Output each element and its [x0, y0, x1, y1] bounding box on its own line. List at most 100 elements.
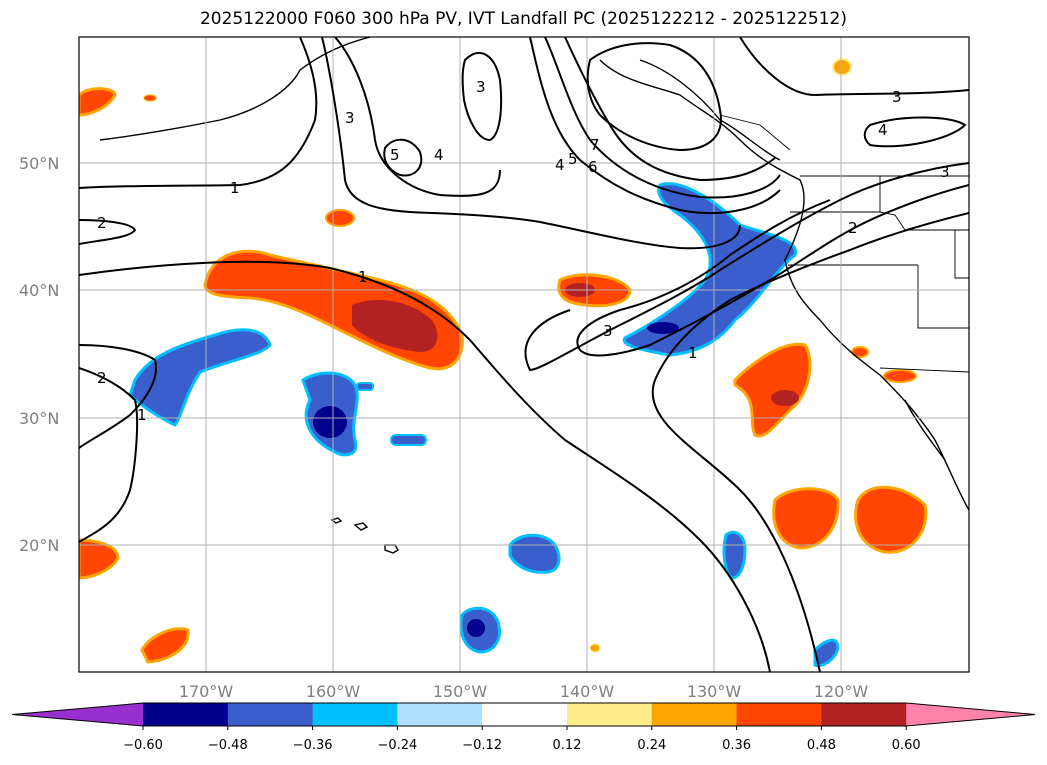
contour-label: 3	[892, 88, 902, 106]
coastlines	[99, 37, 969, 554]
pos-blob-small3	[883, 369, 917, 383]
colorbar-segment	[482, 703, 568, 726]
contour-3-east	[524, 162, 969, 372]
colorbar-tick-label: −0.36	[293, 738, 333, 753]
coast-baja	[904, 399, 946, 461]
pos-blob-small5	[143, 94, 157, 102]
contour-label: 4	[878, 121, 888, 139]
lat-label-20n: 20°N	[19, 536, 59, 555]
colorbar-tick-label: 0.60	[892, 738, 921, 753]
lon-label-140w: 140°W	[560, 682, 615, 701]
neg-core-central	[313, 406, 347, 438]
plot-frame	[78, 36, 970, 673]
colorbar-segment	[143, 703, 229, 726]
colorbar-extend-low	[12, 703, 143, 726]
colorbar-tick-label: 0.48	[807, 738, 836, 753]
neg-blob-south3	[722, 530, 747, 580]
pos-blob-w	[79, 538, 120, 580]
lon-label-120w: 120°W	[814, 682, 869, 701]
colorbar-segment	[651, 703, 738, 726]
hawaii-island2	[353, 522, 369, 531]
pv-contours	[79, 37, 969, 672]
border-id	[879, 211, 969, 231]
pos-core-ca-offshore	[771, 390, 799, 406]
contour-label: 1	[688, 344, 698, 362]
border-nv-ut	[954, 230, 969, 279]
colorbar-segment	[567, 703, 653, 726]
hawaii-island3	[330, 517, 343, 524]
pos-blob-small4	[851, 346, 869, 358]
contour-2-east	[576, 184, 969, 357]
pos-blob-nw	[79, 87, 117, 117]
lat-label-40n: 40°N	[19, 281, 59, 300]
border-ca-nv	[917, 265, 969, 329]
contour-north-arcs4	[586, 42, 722, 152]
contour-label: 3	[603, 322, 613, 340]
contour-label: 4	[434, 146, 444, 164]
contour-label: 5	[568, 150, 578, 168]
longitude-labels: 170°W 160°W 150°W 140°W 130°W 120°W	[179, 682, 869, 701]
contour-2-sw	[79, 344, 157, 449]
positive-anomaly-fills	[79, 58, 928, 664]
latitude-labels: 50°N 40°N 30°N 20°N	[19, 154, 59, 555]
colorbar-tick-label: 0.36	[722, 738, 751, 753]
contour-3-n1	[321, 37, 741, 250]
contour-north-arcs2	[544, 37, 781, 199]
lat-label-50n: 50°N	[19, 154, 59, 173]
colorbar-segment	[821, 703, 907, 726]
colorbar-tick-label: −0.12	[462, 738, 502, 753]
contour-1-main	[79, 260, 771, 672]
colorbar-segment	[736, 703, 822, 726]
colorbar-tick-label: −0.48	[208, 738, 248, 753]
contour-4-ne	[863, 116, 967, 148]
border-ak-bc	[719, 114, 791, 151]
colorbar-segment	[397, 703, 483, 726]
colorbar-segment	[312, 703, 398, 726]
colorbar-extend-high	[906, 703, 1035, 726]
contour-2-west	[79, 219, 137, 245]
colorbar-tick-label: 0.24	[637, 738, 666, 753]
lon-label-160w: 160°W	[306, 682, 361, 701]
neg-core-south2	[467, 619, 485, 637]
pos-blob-small1	[325, 209, 355, 227]
pos-blob-ca-offshore	[733, 342, 812, 438]
contour-1-n	[739, 37, 816, 96]
contour-label: 3	[345, 109, 355, 127]
border-mexico	[879, 367, 969, 373]
neg-blob-small2	[356, 382, 374, 391]
colorbar-tick-label: −0.60	[123, 738, 163, 753]
contour-label: 1	[230, 179, 240, 197]
contour-label: 2	[848, 219, 858, 237]
lon-label-170w: 170°W	[179, 682, 234, 701]
contour-5-n1	[383, 138, 423, 177]
neg-blob-hawaii-west	[128, 328, 272, 427]
neg-blob-small1	[390, 434, 427, 446]
pos-blob-sw	[140, 627, 190, 664]
colorbar-segment	[227, 703, 314, 726]
lat-label-30n: 30°N	[19, 409, 59, 428]
lon-label-130w: 130°W	[687, 682, 742, 701]
gridlines	[79, 37, 969, 672]
contour-1-sw	[79, 367, 139, 543]
contour-2-north	[461, 51, 503, 142]
coast-north-america	[599, 59, 969, 511]
contour-labels: 1 1 1 1 2 2 2 3 3 3 3 4 4 4 5 5 6 7 3	[97, 78, 950, 424]
pos-blob-small6	[589, 643, 601, 653]
colorbar-tick-label: 0.12	[553, 738, 582, 753]
contour-label: 7	[590, 136, 600, 154]
pos-blob-sub2	[854, 485, 928, 554]
contour-4-n1	[334, 37, 501, 197]
map-title: 2025122000 F060 300 hPa PV, IVT Landfall…	[199, 9, 847, 29]
lon-label-150w: 150°W	[433, 682, 488, 701]
contour-label: 1	[358, 268, 368, 286]
contour-label: 6	[588, 158, 598, 176]
contour-label: 3	[940, 163, 950, 181]
contour-north-arcs1	[529, 37, 781, 215]
contour-3-north	[814, 89, 969, 96]
coast-alaska-se	[639, 59, 781, 161]
contour-label: 4	[555, 156, 565, 174]
pos-blob-small2	[832, 58, 852, 76]
pos-blob-sub1	[772, 487, 840, 550]
contour-label: 1	[137, 406, 147, 424]
